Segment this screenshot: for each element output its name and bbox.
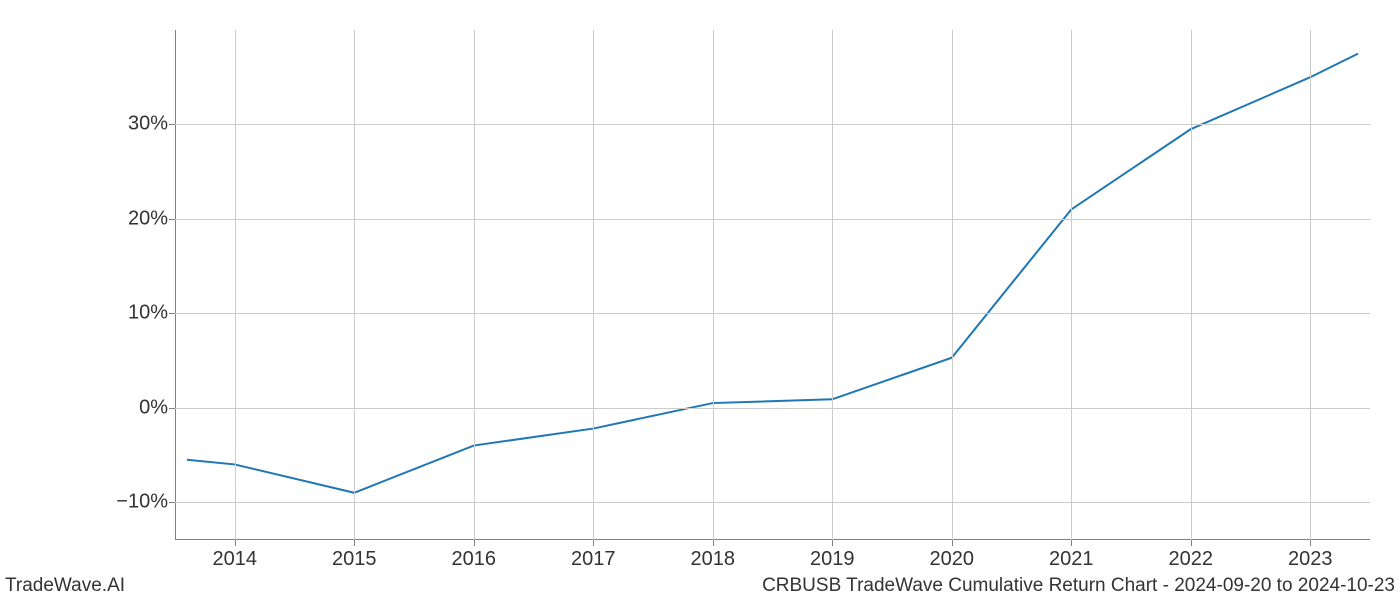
footer-brand: TradeWave.AI [5,575,125,597]
gridline-vertical [593,30,594,540]
gridline-vertical [952,30,953,540]
x-axis-tick-mark [1071,540,1072,546]
x-axis-tick-mark [713,540,714,546]
x-axis-tick-mark [235,540,236,546]
chart-plot-area [175,30,1370,540]
gridline-vertical [1310,30,1311,540]
x-axis-tick-label: 2023 [1288,548,1333,571]
data-line [187,54,1358,493]
footer-caption: CRBUSB TradeWave Cumulative Return Chart… [762,575,1395,597]
y-axis-tick-label: 0% [139,396,168,419]
x-axis-tick-mark [1310,540,1311,546]
x-axis-tick-mark [593,540,594,546]
y-axis-tick-mark [169,408,175,409]
y-axis-tick-label: −10% [116,491,168,514]
gridline-vertical [235,30,236,540]
x-axis-tick-label: 2019 [810,548,855,571]
x-axis-tick-mark [474,540,475,546]
y-axis-tick-label: 10% [128,302,168,325]
x-axis-tick-label: 2014 [213,548,258,571]
y-axis-tick-label: 20% [128,207,168,230]
x-axis-tick-label: 2015 [332,548,377,571]
gridline-vertical [1191,30,1192,540]
x-axis-tick-label: 2017 [571,548,616,571]
y-axis-tick-mark [169,502,175,503]
x-axis-tick-label: 2016 [452,548,497,571]
gridline-vertical [1071,30,1072,540]
x-axis-tick-label: 2018 [691,548,736,571]
x-axis-tick-label: 2021 [1049,548,1094,571]
x-axis-tick-mark [1191,540,1192,546]
x-axis-tick-mark [354,540,355,546]
x-axis-tick-mark [952,540,953,546]
gridline-vertical [474,30,475,540]
y-axis-tick-label: 30% [128,113,168,136]
gridline-vertical [354,30,355,540]
x-axis-tick-label: 2022 [1169,548,1214,571]
y-axis-tick-mark [169,313,175,314]
gridline-vertical [713,30,714,540]
gridline-vertical [832,30,833,540]
x-axis-tick-mark [832,540,833,546]
y-axis-tick-mark [169,124,175,125]
x-axis-tick-label: 2020 [930,548,975,571]
y-axis-tick-mark [169,219,175,220]
